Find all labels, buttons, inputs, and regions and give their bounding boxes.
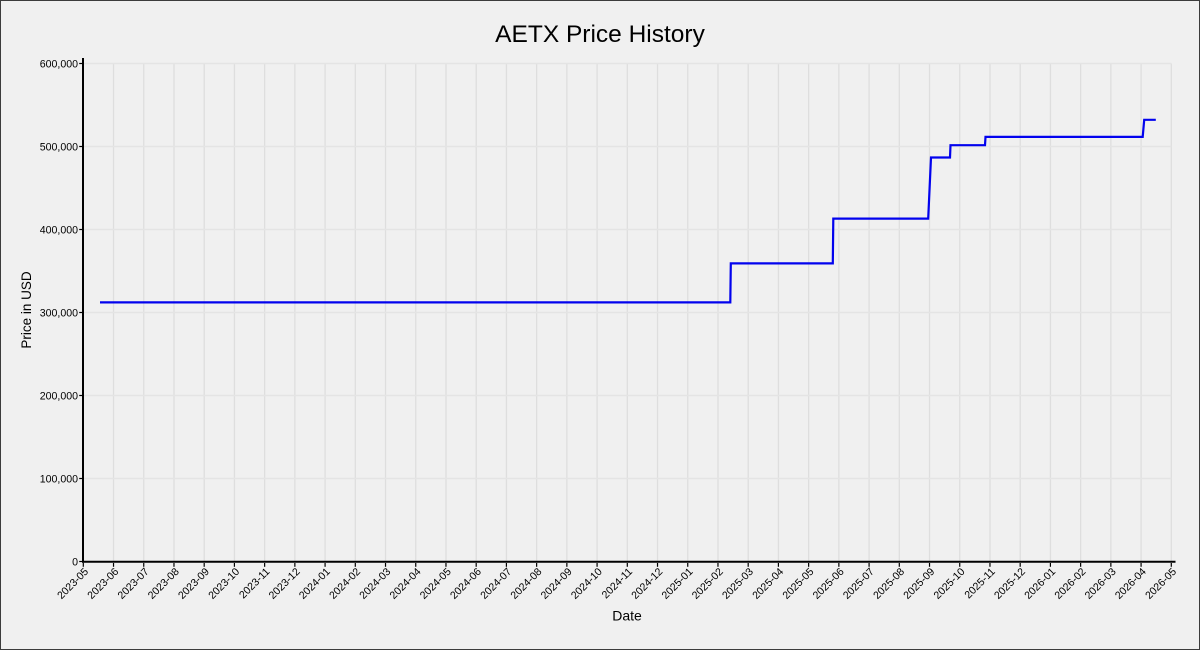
svg-text:100,000: 100,000: [40, 474, 78, 486]
svg-text:0: 0: [72, 557, 78, 569]
svg-text:Price in USD: Price in USD: [19, 271, 34, 349]
svg-text:400,000: 400,000: [40, 225, 78, 237]
svg-text:300,000: 300,000: [40, 308, 78, 320]
svg-text:AETX Price History: AETX Price History: [495, 21, 705, 48]
svg-text:200,000: 200,000: [40, 391, 78, 403]
svg-text:Date: Date: [612, 608, 642, 624]
svg-text:600,000: 600,000: [40, 59, 78, 71]
svg-text:500,000: 500,000: [40, 142, 78, 154]
